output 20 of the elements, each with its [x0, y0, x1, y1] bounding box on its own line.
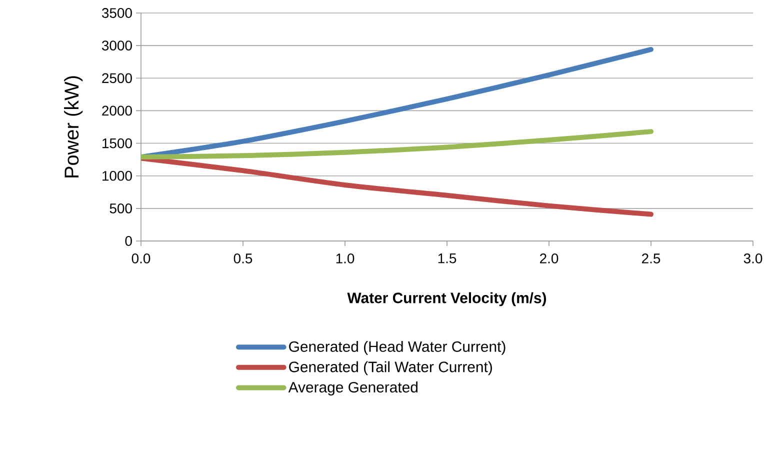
x-tick-label: 2.0	[540, 254, 558, 264]
y-tick-label: 3500	[102, 8, 132, 18]
y-tick-label: 2500	[102, 73, 132, 84]
x-tick-label: 0.5	[234, 254, 252, 264]
x-tick-label: 2.5	[642, 254, 660, 264]
x-axis-title: Water Current Velocity (m/s)	[347, 292, 546, 306]
x-tick-label: 1.0	[336, 254, 354, 264]
legend-label: Generated (Head Water Current)	[289, 340, 506, 355]
y-tick-label: 3000	[102, 40, 132, 51]
legend-label: Generated (Tail Water Current)	[289, 361, 492, 376]
x-tick-label: 3.0	[744, 254, 762, 264]
y-tick-label: 1500	[102, 138, 132, 148]
y-tick-label: 2000	[102, 106, 132, 116]
x-tick-label: 0.0	[132, 254, 150, 264]
legend-label: Average Generated	[288, 382, 418, 396]
y-tick-label: 1000	[102, 170, 132, 181]
y-tick-label: 0	[125, 236, 132, 246]
x-tick-label: 1.5	[438, 254, 456, 264]
y-tick-label: 500	[110, 203, 132, 214]
y-axis-title: Power (kW)	[64, 76, 83, 178]
